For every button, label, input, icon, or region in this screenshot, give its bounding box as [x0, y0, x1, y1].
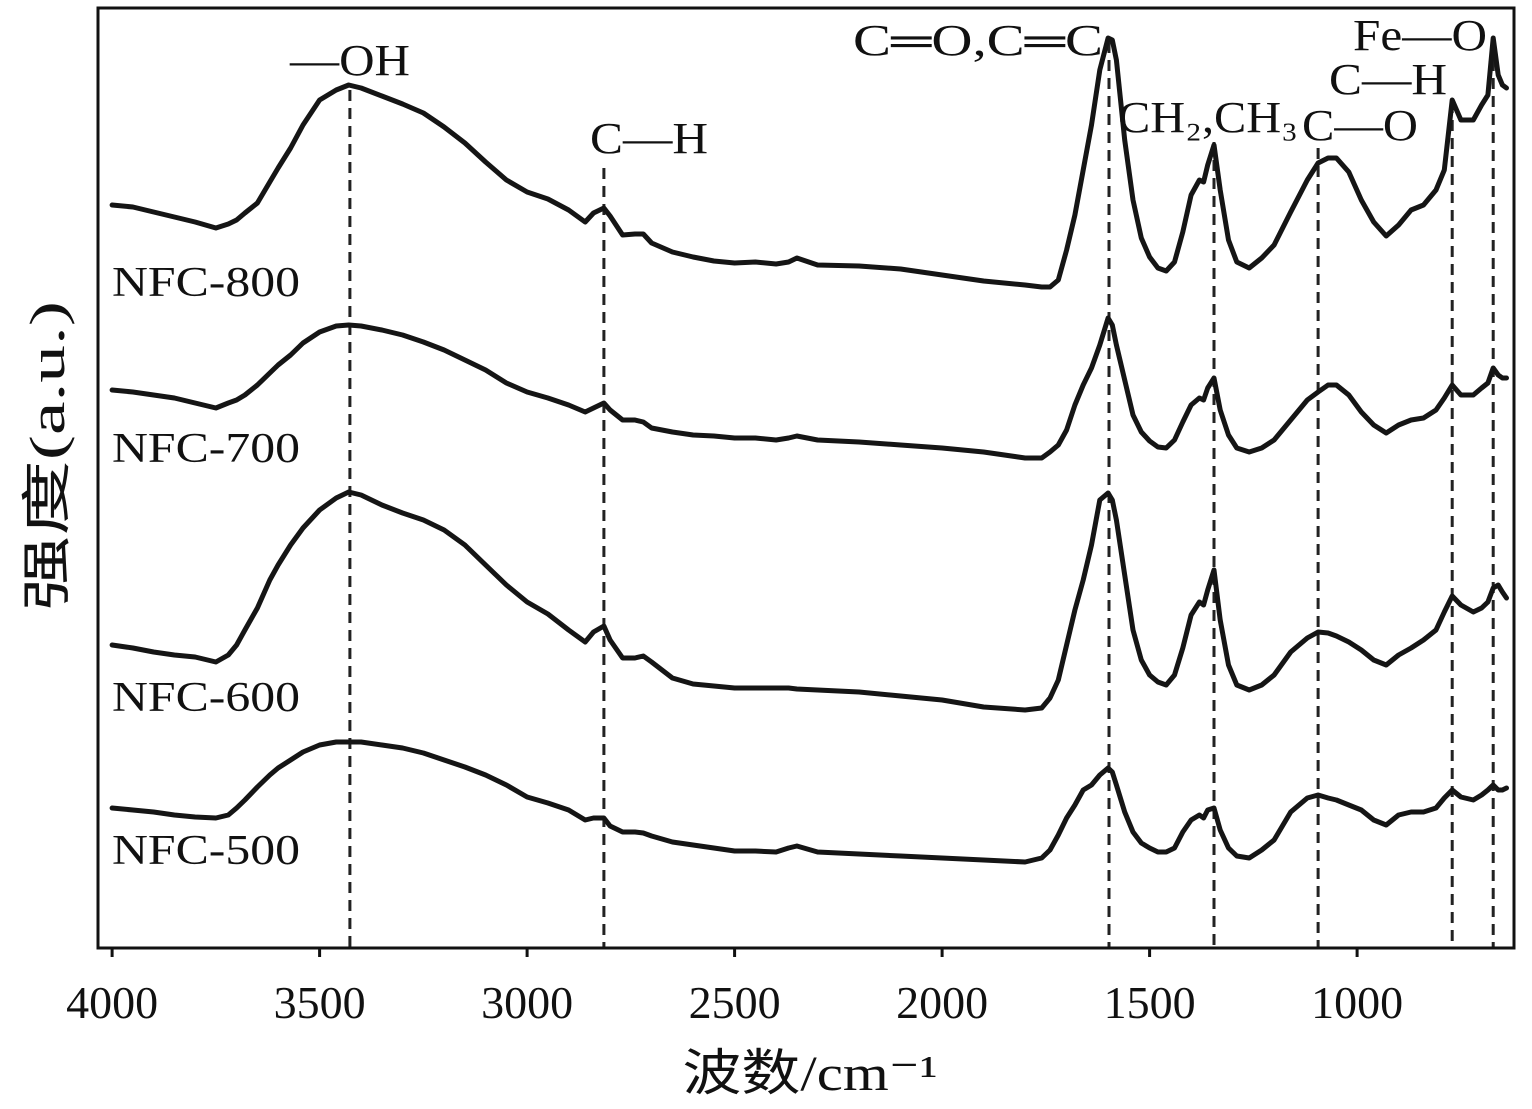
- series-label-nfc-500: NFC-500: [112, 828, 300, 874]
- spectrum-curves: [109, 35, 1509, 865]
- spectrum-line-nfc-700: [109, 315, 1509, 461]
- annotation-ch-771: C—H: [1329, 55, 1447, 104]
- spectrum-line-nfc-500: [109, 739, 1509, 865]
- spectrum-line-nfc-600: [109, 489, 1509, 713]
- x-tick-label: 1500: [1104, 977, 1196, 1028]
- annotation-c-o: C—O: [1302, 101, 1418, 150]
- x-tick-label: 3500: [274, 977, 366, 1028]
- y-axis-title: 强度(a.u.): [19, 301, 75, 611]
- x-tick-label: 2500: [689, 977, 781, 1028]
- annotation-ch-2815: C—H: [590, 114, 708, 163]
- plot-frame: [96, 6, 1516, 950]
- peak-reference-lines: [348, 42, 1495, 948]
- x-tick-label: 2000: [896, 977, 988, 1028]
- x-tick-label: 1000: [1311, 977, 1403, 1028]
- series-label-nfc-800: NFC-800: [112, 260, 300, 306]
- annotation-ch2-ch3: CH₂,CH₃: [1118, 93, 1298, 142]
- series-label-nfc-700: NFC-700: [112, 426, 300, 472]
- annotation-fe-o: Fe—O: [1353, 11, 1487, 60]
- x-axis-ticks: 4000 3500 3000 2500 2000 1500 1000: [66, 948, 1403, 1028]
- x-tick-label: 4000: [66, 977, 158, 1028]
- annotation-co-cc: C═O,C═C: [853, 16, 1103, 65]
- spectrum-line-nfc-800: [109, 35, 1509, 290]
- series-label-nfc-600: NFC-600: [112, 675, 300, 721]
- x-tick-label: 3000: [481, 977, 573, 1028]
- annotation-oh: —OH: [289, 36, 410, 85]
- x-axis-title: 波数/cm⁻¹: [683, 1045, 938, 1101]
